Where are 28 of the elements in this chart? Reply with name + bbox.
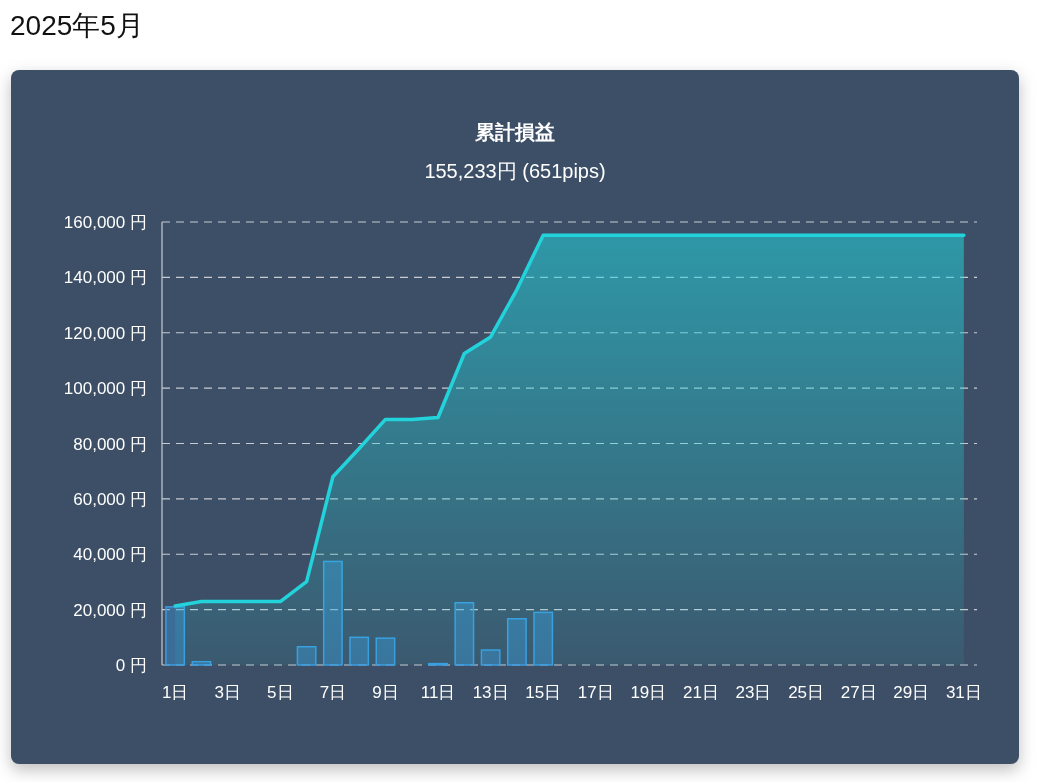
x-tick-label: 5日 <box>267 683 294 702</box>
y-tick-label: 100,000 円 <box>63 379 147 399</box>
y-tick-label: 80,000 円 <box>73 434 147 454</box>
x-tick-label: 7日 <box>319 683 347 702</box>
x-tick-label: 21日 <box>682 683 719 702</box>
y-tick-label: 140,000 円 <box>63 268 147 288</box>
x-tick-label: 15日 <box>525 683 562 702</box>
x-tick-label: 17日 <box>577 683 614 702</box>
y-tick-label: 40,000 円 <box>73 545 147 565</box>
y-tick-label: 0 円 <box>115 656 147 675</box>
y-tick-label: 60,000 円 <box>73 489 147 509</box>
x-tick-label: 1日 <box>161 683 189 702</box>
y-tick-label: 160,000 円 <box>63 213 147 232</box>
x-tick-label: 27日 <box>840 683 877 702</box>
x-tick-label: 9日 <box>372 683 399 702</box>
x-tick-label: 11日 <box>420 683 456 702</box>
x-tick-label: 31日 <box>945 683 982 702</box>
x-tick-label: 13日 <box>472 683 509 702</box>
y-tick-label: 20,000 円 <box>73 600 147 620</box>
x-tick-label: 3日 <box>214 683 241 702</box>
x-tick-label: 23日 <box>735 683 772 702</box>
chart-title: 累計損益 <box>474 121 555 143</box>
chart-subtitle: 155,233円 (651pips) <box>424 160 606 182</box>
x-tick-label: 19日 <box>630 683 667 702</box>
y-tick-label: 120,000 円 <box>63 323 147 343</box>
x-tick-label: 29日 <box>893 683 930 702</box>
text: 2025年5月 <box>10 10 144 41</box>
x-tick-label: 25日 <box>788 683 825 702</box>
